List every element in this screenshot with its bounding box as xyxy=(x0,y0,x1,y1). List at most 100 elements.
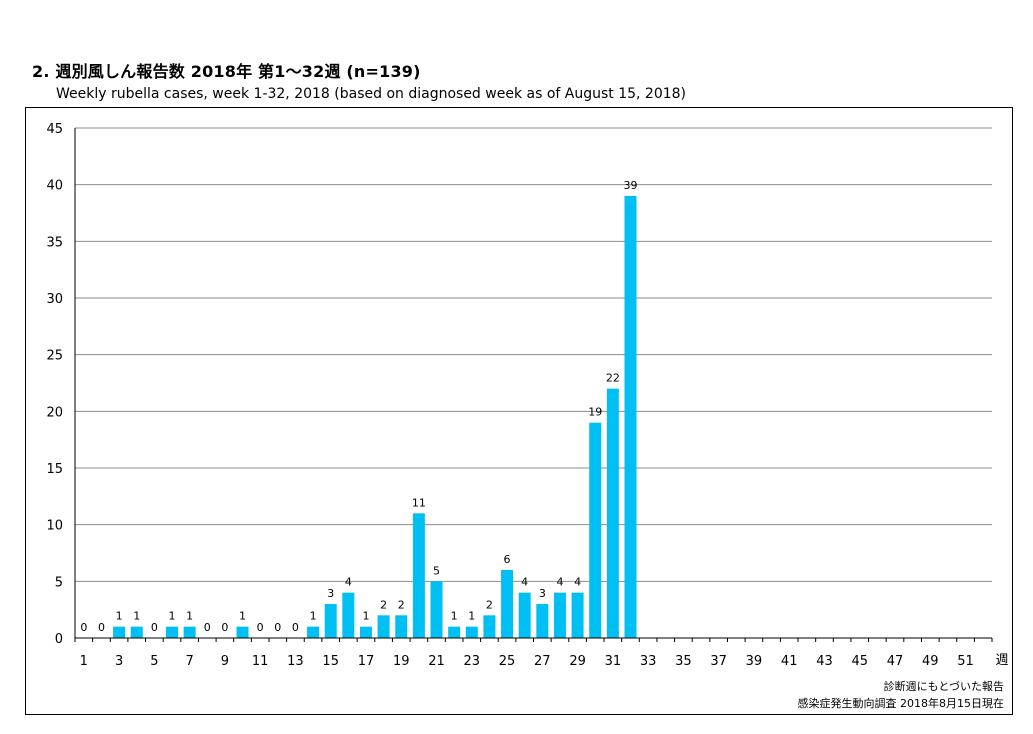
x-tick-label-49: 49 xyxy=(922,654,939,669)
bar-week-21 xyxy=(430,581,443,638)
y-tick-label-40: 40 xyxy=(46,179,63,194)
y-tick-label-10: 10 xyxy=(46,519,63,534)
data-label-week-19: 2 xyxy=(398,598,405,611)
bar-week-15 xyxy=(324,604,337,638)
data-label-week-21: 5 xyxy=(433,564,440,577)
y-tick-label-20: 20 xyxy=(46,405,63,420)
note-survey-date: 感染症発生動向調査 2018年8月15日現在 xyxy=(797,697,1005,710)
bar-week-19 xyxy=(395,615,408,638)
x-tick-label-1: 1 xyxy=(80,654,88,669)
bar-week-25 xyxy=(501,570,514,638)
x-tick-label-45: 45 xyxy=(851,654,868,669)
x-tick-label-27: 27 xyxy=(534,654,551,669)
y-tick-label-0: 0 xyxy=(55,632,63,647)
data-label-week-14: 1 xyxy=(310,610,317,623)
y-tick-label-45: 45 xyxy=(46,122,63,137)
bars xyxy=(113,196,637,638)
data-label-week-7: 1 xyxy=(186,610,193,623)
data-label-week-13: 0 xyxy=(292,621,299,634)
data-label-week-2: 0 xyxy=(98,621,105,634)
data-label-week-3: 1 xyxy=(116,610,123,623)
x-tick-label-17: 17 xyxy=(358,654,375,669)
data-label-week-18: 2 xyxy=(380,598,387,611)
x-tick-label-39: 39 xyxy=(746,654,763,669)
data-label-week-23: 1 xyxy=(468,610,475,623)
data-label-week-10: 1 xyxy=(239,610,246,623)
x-tick-label-11: 11 xyxy=(252,654,269,669)
chart-title: 2. 週別風しん報告数 2018年 第1～32週 (n=139) xyxy=(32,62,421,81)
bar-week-7 xyxy=(183,626,196,638)
x-tick-label-43: 43 xyxy=(816,654,833,669)
bar-week-10 xyxy=(236,626,249,638)
bar-week-32 xyxy=(624,196,637,638)
x-tick-label-29: 29 xyxy=(569,654,586,669)
data-label-week-11: 0 xyxy=(257,621,264,634)
bar-week-4 xyxy=(130,626,143,638)
data-label-week-16: 4 xyxy=(345,576,352,589)
x-axis-unit-label: 週 xyxy=(995,653,1008,668)
x-tick-label-41: 41 xyxy=(781,654,798,669)
bar-week-26 xyxy=(518,592,531,638)
data-label-week-15: 3 xyxy=(327,587,334,600)
x-tick-label-3: 3 xyxy=(115,654,123,669)
bar-week-18 xyxy=(377,615,390,638)
x-tick-label-51: 51 xyxy=(957,654,974,669)
x-tick-label-25: 25 xyxy=(499,654,516,669)
y-tick-label-35: 35 xyxy=(46,235,63,250)
bar-week-17 xyxy=(359,626,372,638)
bar-week-20 xyxy=(412,513,425,638)
x-tick-label-35: 35 xyxy=(675,654,692,669)
data-label-week-26: 4 xyxy=(521,576,528,589)
bar-week-24 xyxy=(483,615,496,638)
data-label-week-22: 1 xyxy=(451,610,458,623)
bar-week-16 xyxy=(342,592,355,638)
y-tick-label-25: 25 xyxy=(46,349,63,364)
x-tick-label-31: 31 xyxy=(605,654,622,669)
bar-week-14 xyxy=(307,626,320,638)
data-label-week-4: 1 xyxy=(133,610,140,623)
note-diagnosis-basis: 診断週にもとづいた報告 xyxy=(883,680,1004,693)
x-tick-label-7: 7 xyxy=(185,654,193,669)
data-label-week-30: 19 xyxy=(588,406,602,419)
x-tick-label-47: 47 xyxy=(887,654,904,669)
data-label-week-32: 39 xyxy=(623,179,637,192)
data-label-week-29: 4 xyxy=(574,576,581,589)
y-tick-label-15: 15 xyxy=(46,462,63,477)
bar-week-6 xyxy=(165,626,178,638)
data-label-week-31: 22 xyxy=(606,372,620,385)
x-tick-label-23: 23 xyxy=(464,654,481,669)
x-tick-label-9: 9 xyxy=(221,654,229,669)
bar-week-29 xyxy=(571,592,584,638)
x-tick-label-33: 33 xyxy=(640,654,657,669)
data-label-week-25: 6 xyxy=(504,553,511,566)
data-label-week-5: 0 xyxy=(151,621,158,634)
data-label-week-24: 2 xyxy=(486,598,493,611)
data-label-week-8: 0 xyxy=(204,621,211,634)
chart-subtitle: Weekly rubella cases, week 1-32, 2018 (b… xyxy=(56,86,687,102)
bar-week-23 xyxy=(465,626,478,638)
x-tick-label-5: 5 xyxy=(150,654,158,669)
bar-week-31 xyxy=(606,388,619,638)
x-tick-label-15: 15 xyxy=(322,654,339,669)
data-label-week-12: 0 xyxy=(274,621,281,634)
data-label-week-9: 0 xyxy=(221,621,228,634)
bar-week-28 xyxy=(553,592,566,638)
bar-week-30 xyxy=(589,422,602,638)
gridlines xyxy=(75,127,992,582)
bar-week-27 xyxy=(536,604,549,638)
bar-week-22 xyxy=(448,626,461,638)
x-tick-label-13: 13 xyxy=(287,654,304,669)
bar-week-3 xyxy=(113,626,126,638)
data-label-week-28: 4 xyxy=(556,576,563,589)
x-tick-label-21: 21 xyxy=(428,654,445,669)
data-label-week-17: 1 xyxy=(362,610,369,623)
data-label-week-6: 1 xyxy=(168,610,175,623)
x-tick-label-19: 19 xyxy=(393,654,410,669)
y-tick-label-30: 30 xyxy=(46,292,63,307)
data-label-week-1: 0 xyxy=(80,621,87,634)
x-tick-label-37: 37 xyxy=(710,654,727,669)
